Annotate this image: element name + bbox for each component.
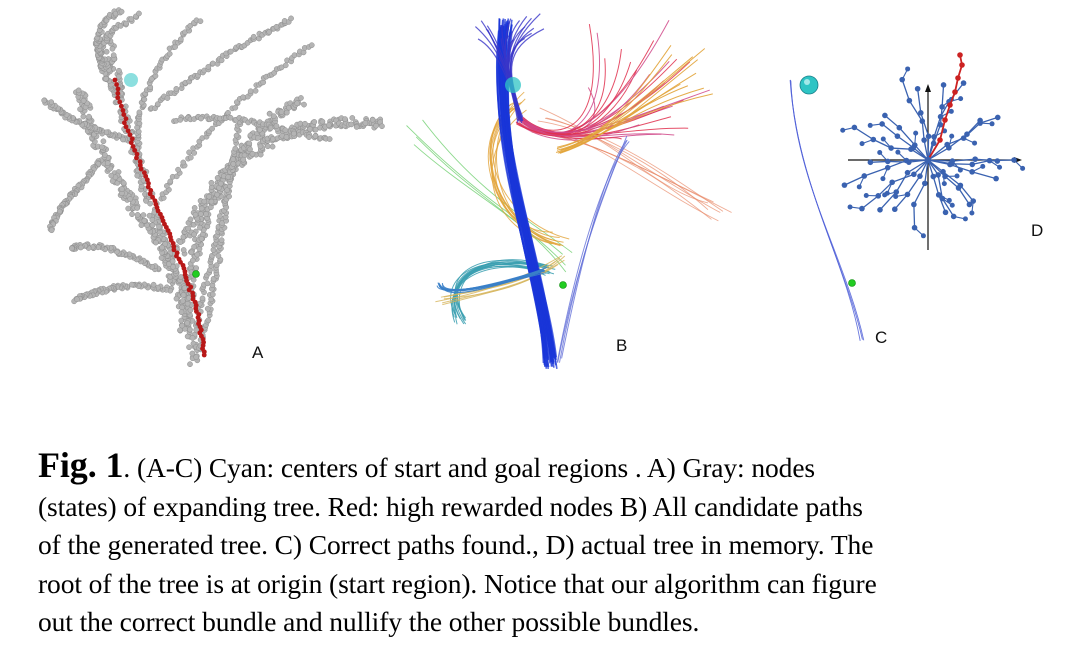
figure-caption: Fig. 1. (A-C) Cyan: centers of start and… — [38, 446, 1038, 642]
candidate-path-bundle — [406, 13, 732, 369]
figure: A B C D — [41, 7, 1044, 369]
highlighted-branch-segment — [927, 139, 941, 161]
panel-d-tree-in-memory — [840, 52, 1026, 250]
caption-text-1: . (A-C) Cyan: centers of start and goal … — [123, 452, 816, 483]
memory-tree — [840, 52, 1026, 239]
caption-line-4: root of the tree is at origin (start reg… — [38, 567, 877, 599]
start-center-marker-b — [505, 77, 521, 93]
tree-root-node — [924, 156, 932, 164]
panel-a-expanding-tree — [41, 7, 385, 368]
panel-c-correct-path — [789, 75, 865, 341]
panel-label-c: C — [875, 328, 888, 347]
correct-path — [789, 79, 865, 341]
gray-tree-nodes — [41, 7, 385, 368]
panel-label-b: B — [616, 336, 628, 355]
goal-point-a — [192, 270, 200, 278]
start-center-highlight-c — [804, 79, 810, 85]
highlighted-branch-node — [957, 52, 963, 58]
start-center-marker-a — [124, 73, 138, 87]
start-center-marker-c — [799, 75, 819, 95]
caption-line-5: out the correct bundle and nullify the o… — [38, 606, 700, 637]
goal-point-c — [848, 279, 856, 287]
caption-line-3: of the generated tree. C) Correct paths … — [38, 529, 874, 560]
caption-line-1: Fig. 1. (A-C) Cyan: centers of start and… — [38, 446, 1038, 488]
y-axis-arrow — [925, 84, 931, 92]
figure-graphic — [41, 7, 1026, 369]
rewarded-nodes — [112, 77, 207, 358]
panel-label-d: D — [1031, 221, 1044, 240]
panel-label-a: A — [252, 343, 264, 362]
figure-number: Fig. 1 — [38, 445, 124, 485]
panel-b-candidate-paths — [406, 13, 732, 369]
caption-line-2: (states) of expanding tree. Red: high re… — [38, 490, 863, 522]
highlighted-branch-segment — [939, 119, 946, 141]
goal-point-b — [559, 281, 567, 289]
